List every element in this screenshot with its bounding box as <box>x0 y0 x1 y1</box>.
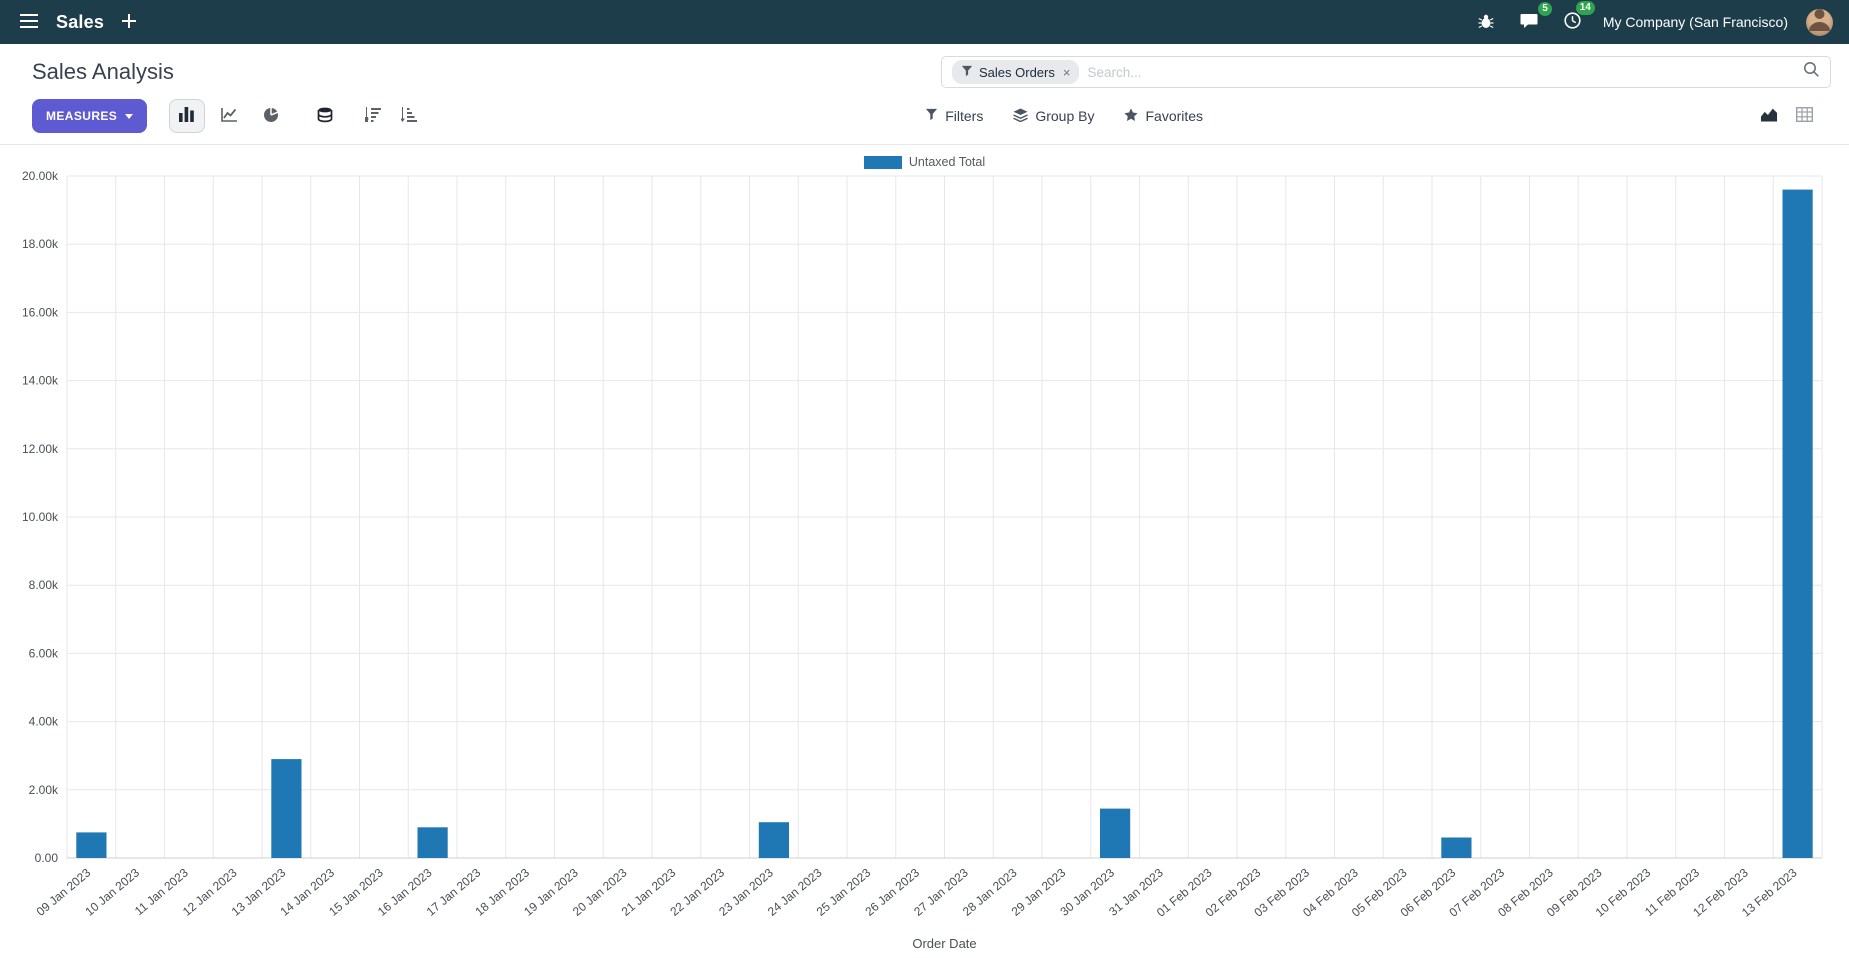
measures-button[interactable]: MEASURES <box>32 99 148 133</box>
messages-badge: 5 <box>1538 1 1552 16</box>
caret-down-icon <box>125 113 134 119</box>
chat-bubble-icon <box>1520 13 1538 32</box>
pie-chart-button[interactable] <box>253 99 289 133</box>
chart-area: Untaxed Total 0.00 2.00k 4.00k 6.00k 8.00k 10… <box>0 154 1849 956</box>
plus-icon <box>122 13 137 31</box>
app-name[interactable]: Sales <box>56 11 105 32</box>
bar[interactable] <box>1100 808 1131 858</box>
search-facet[interactable]: Sales Orders × <box>952 60 1080 84</box>
user-avatar[interactable] <box>1806 8 1833 36</box>
bar-chart[interactable]: 0.00 2.00k 4.00k 6.00k 8.00k 10.00k 12.00k 14.0… <box>0 170 1849 956</box>
search-icon[interactable] <box>1803 61 1820 83</box>
favorites-label: Favorites <box>1145 108 1204 124</box>
layers-icon <box>1013 107 1029 125</box>
filters-funnel-icon <box>925 108 938 124</box>
page-title: Sales Analysis <box>32 59 174 84</box>
bar[interactable] <box>758 822 789 858</box>
x-axis-title: Order Date <box>912 936 976 951</box>
company-switcher[interactable]: My Company (San Francisco) <box>1602 14 1788 30</box>
bar[interactable] <box>76 832 107 858</box>
legend-label: Untaxed Total <box>908 155 986 169</box>
search-facet-label: Sales Orders <box>979 64 1055 80</box>
star-icon <box>1124 107 1139 125</box>
y-tick-label: 6.00k <box>29 646 59 660</box>
person-icon <box>1806 8 1833 36</box>
filters-button[interactable]: Filters <box>925 108 983 124</box>
sort-desc-button[interactable] <box>355 99 391 133</box>
y-tick-label: 8.00k <box>29 578 59 592</box>
y-tick-label: 0.00 <box>35 851 59 865</box>
groupby-button[interactable]: Group By <box>1013 107 1095 125</box>
chart-legend[interactable]: Untaxed Total <box>0 154 1849 170</box>
clock-icon <box>1564 12 1581 32</box>
search-bar[interactable]: Sales Orders × <box>941 56 1831 88</box>
view-switcher <box>1756 103 1817 129</box>
bar[interactable] <box>1441 837 1472 859</box>
debug-button[interactable] <box>1474 9 1498 36</box>
search-options: Filters Group By Favorites <box>925 107 1204 125</box>
area-chart-icon <box>1760 107 1778 125</box>
apps-menu-button[interactable] <box>16 10 42 35</box>
search-input[interactable] <box>1087 64 1795 80</box>
activities-badge: 14 <box>1575 1 1595 15</box>
sort-amount-desc-icon <box>363 107 382 125</box>
y-tick-label: 14.00k <box>22 374 59 388</box>
bug-icon <box>1478 13 1494 32</box>
new-window-button[interactable] <box>118 10 140 35</box>
y-tick-label: 16.00k <box>22 305 59 319</box>
y-tick-label: 2.00k <box>29 783 59 797</box>
pie-chart-icon <box>263 107 279 126</box>
facet-remove-icon[interactable]: × <box>1062 64 1071 80</box>
messages-button[interactable]: 5 <box>1516 1 1552 36</box>
filters-label: Filters <box>945 108 984 124</box>
y-tick-label: 18.00k <box>22 237 59 251</box>
stacked-toggle-button[interactable] <box>307 99 343 133</box>
database-stack-icon <box>317 107 333 126</box>
bar[interactable] <box>417 827 448 858</box>
hamburger-icon <box>20 13 38 31</box>
measures-button-label: MEASURES <box>46 109 118 123</box>
bar-chart-icon <box>179 107 195 125</box>
line-chart-button[interactable] <box>211 99 247 133</box>
legend-swatch <box>863 155 902 169</box>
y-tick-label: 4.00k <box>29 715 59 729</box>
pivot-table-icon <box>1795 106 1814 125</box>
top-navbar: Sales 5 <box>0 0 1849 44</box>
sort-asc-button[interactable] <box>391 99 427 133</box>
line-chart-icon <box>220 107 238 125</box>
bar[interactable] <box>1782 189 1813 859</box>
activities-button[interactable]: 14 <box>1560 1 1595 36</box>
filter-funnel-icon <box>961 65 973 80</box>
sort-amount-asc-icon <box>399 107 418 125</box>
favorites-button[interactable]: Favorites <box>1124 107 1204 125</box>
bar-chart-button[interactable] <box>169 99 206 133</box>
groupby-label: Group By <box>1035 108 1095 124</box>
control-panel: Sales Analysis Sales Orders × MEASURES <box>0 44 1849 145</box>
chart-type-group <box>169 99 289 133</box>
bar[interactable] <box>271 759 302 858</box>
x-tick-label: 10 Jan 2023 <box>82 865 142 918</box>
pivot-view-button[interactable] <box>1792 103 1817 129</box>
graph-view-button[interactable] <box>1756 103 1782 129</box>
y-tick-label: 20.00k <box>22 170 59 183</box>
y-tick-label: 12.00k <box>22 442 59 456</box>
y-tick-label: 10.00k <box>22 510 59 524</box>
